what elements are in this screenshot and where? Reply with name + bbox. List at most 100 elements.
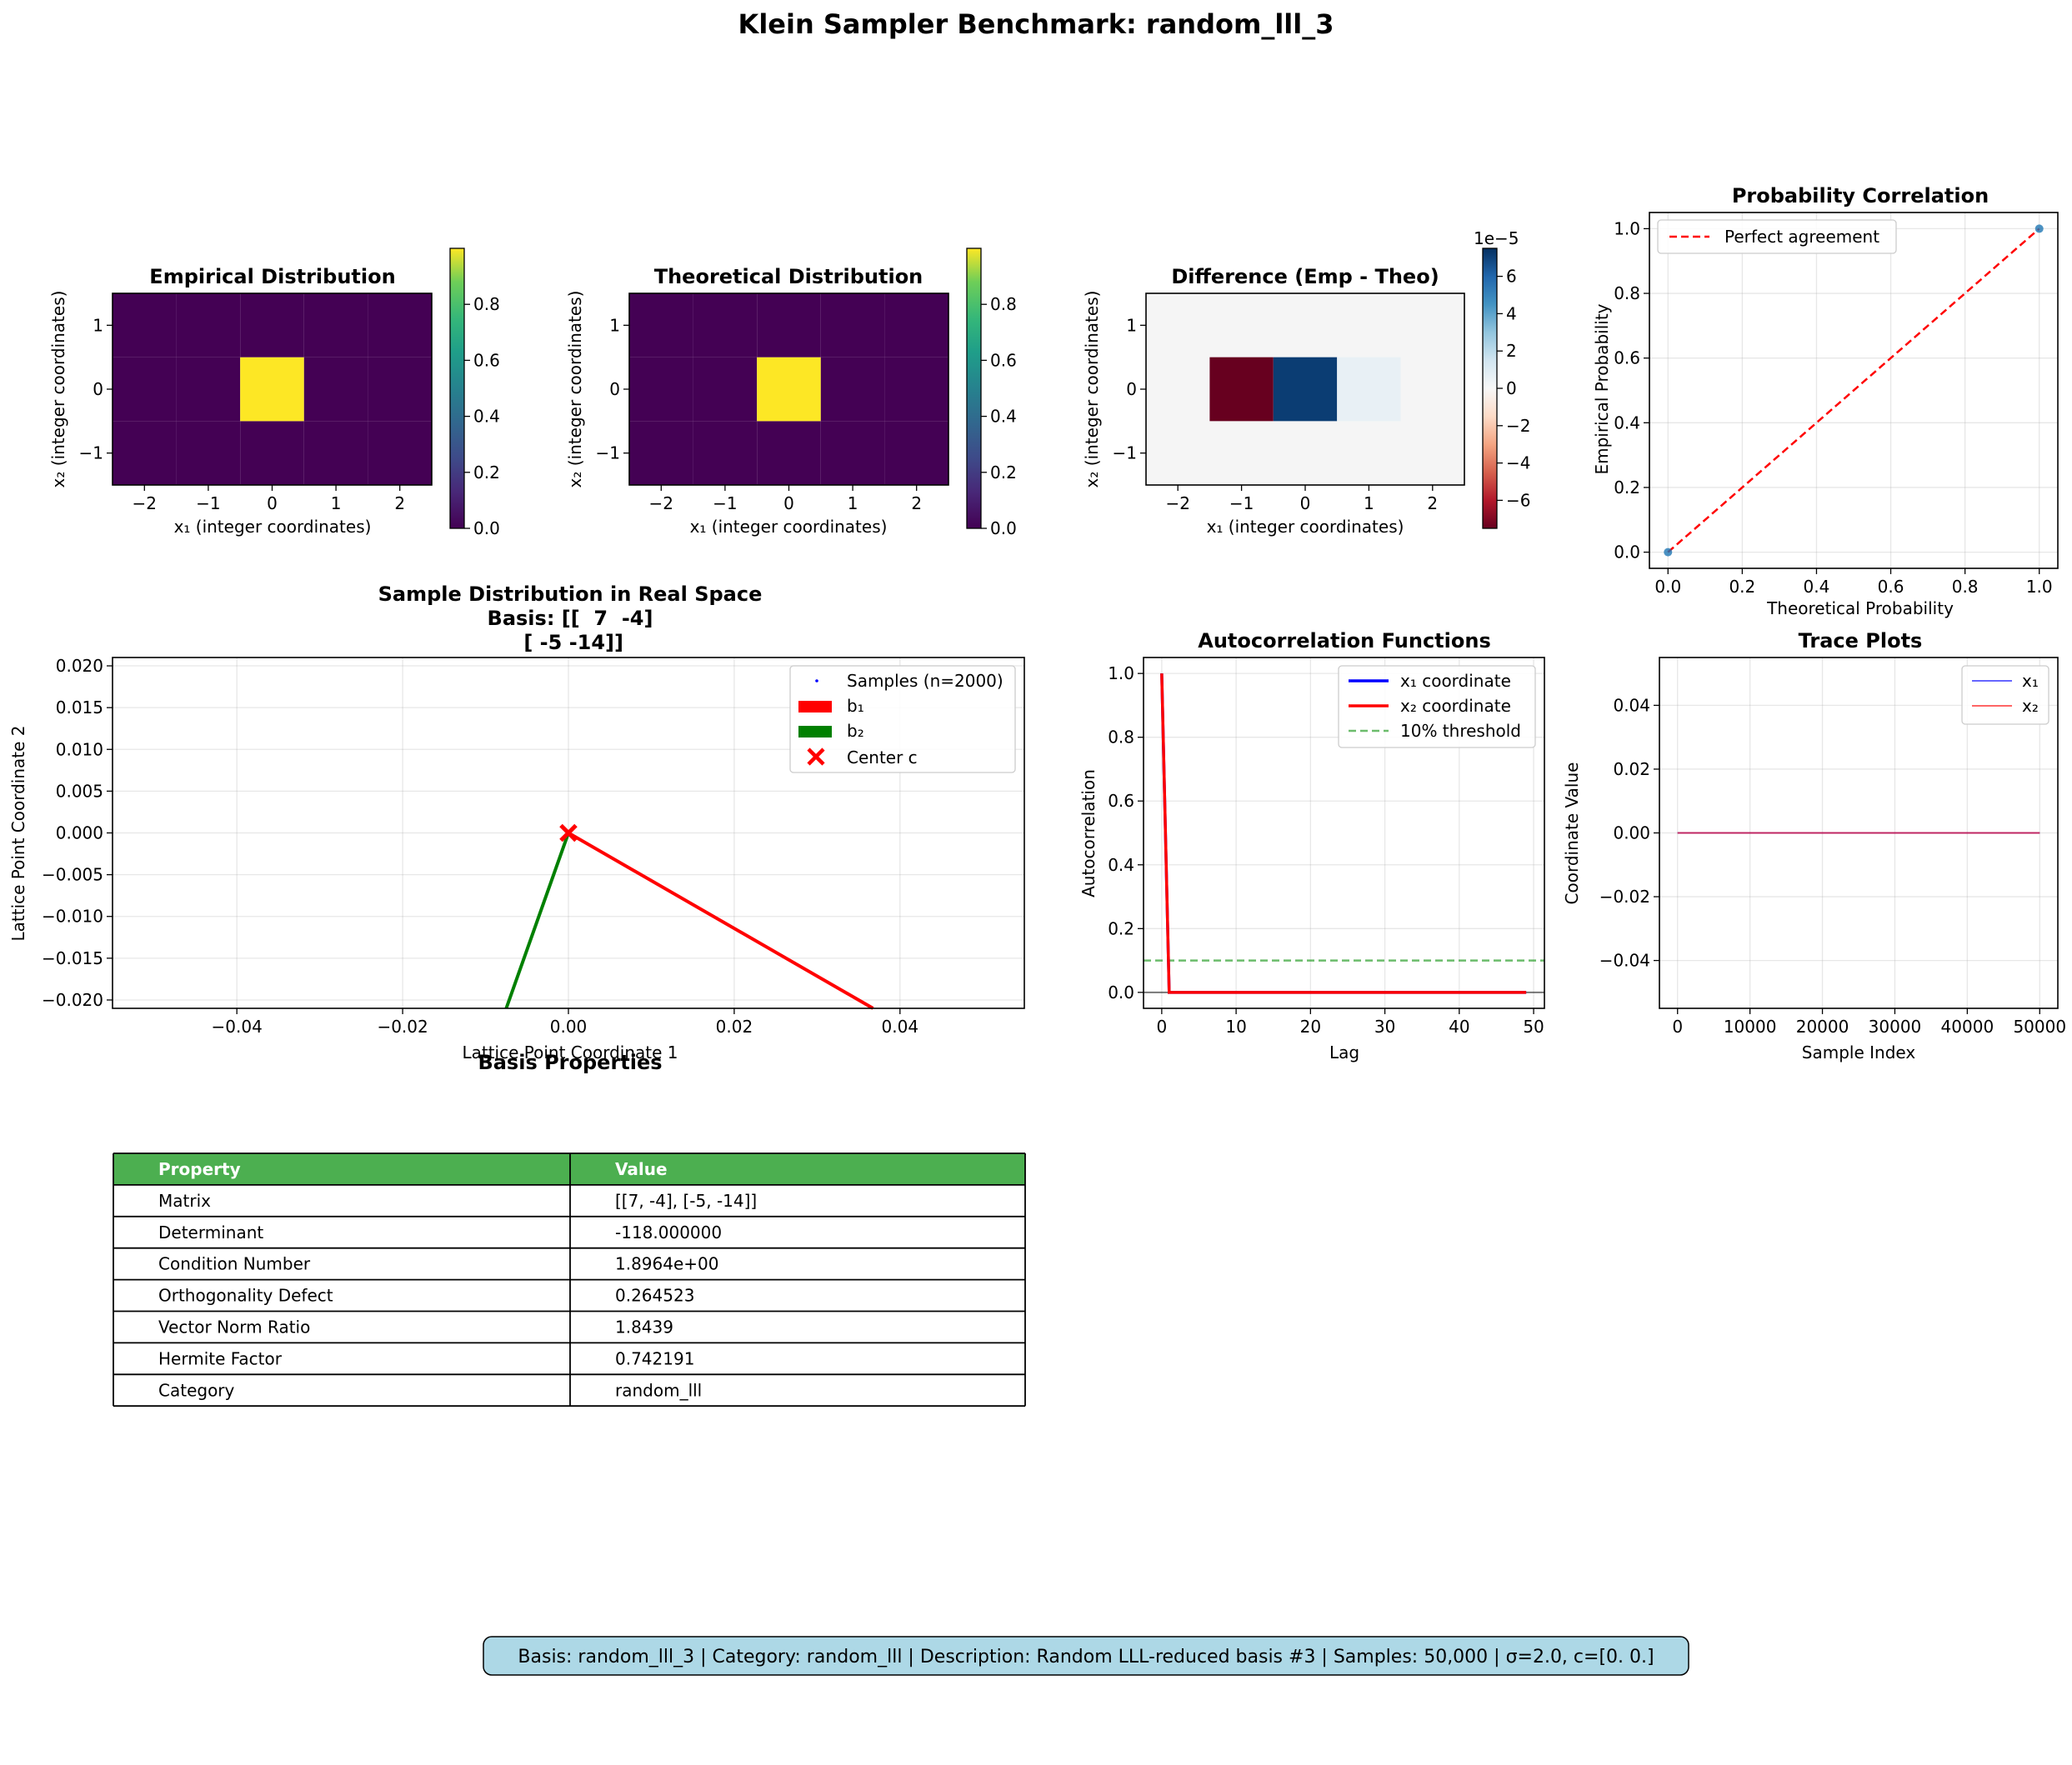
x-tick-label: −0.02	[377, 1017, 428, 1037]
legend-label-samples: Samples (n=2000)	[847, 671, 1003, 691]
colorbar-tick-label: 0.0	[473, 518, 500, 538]
legend-label-x2: x₂ coordinate	[1400, 696, 1511, 716]
basis-vector-b2	[504, 832, 570, 1009]
heatmap-cell	[820, 293, 885, 358]
panel-difference: Difference (Emp - Theo) −2 −1 0 1 2 −1 0 1 x₁ …	[1082, 228, 1530, 537]
legend: x₁ x₂	[1961, 665, 2049, 725]
x-ticks: −2 −1 0 1 2	[649, 485, 922, 513]
axes-frame	[1143, 657, 1545, 1009]
footer-text: Basis: random_lll_3 | Category: random_l…	[518, 1647, 1654, 1668]
colorbar-tick-label: −4	[1506, 453, 1530, 473]
panel-theoretical: Theoretical Distribution −2 −1 0 1 2 −1 0 1 x₁…	[565, 248, 1017, 538]
legend-swatch-center-cross	[807, 748, 825, 766]
panel-trace-plots: Trace Plots 0 10000 20000 30000 40000 50000 −…	[1562, 629, 2066, 1062]
table-cell-property: Orthogonality Defect	[158, 1286, 333, 1306]
y-ticks: −1 0 1	[1113, 315, 1146, 463]
x-tick-label: 10	[1225, 1017, 1246, 1037]
figure-title: Klein Sampler Benchmark: random_lll_3	[738, 8, 1334, 40]
panel-title-basis-line-2: [ -5 -14]]	[517, 631, 623, 654]
heatmap-cells	[629, 293, 948, 485]
colorbar-tick-label: 0.8	[473, 294, 500, 314]
axes-frame	[1649, 212, 2059, 569]
colorbar-tick-label: 6	[1506, 267, 1517, 287]
colorbar-tick-label: 0.2	[473, 462, 500, 482]
legend-swatch-b2	[798, 726, 832, 738]
heatmap-cell	[303, 293, 368, 358]
y-tick-label: 1	[609, 315, 620, 335]
table-grid	[113, 1152, 1026, 1408]
colorbar-tick-label: 0	[1506, 378, 1517, 398]
scatter-point	[2034, 224, 2044, 233]
table-cell-property: Hermite Factor	[158, 1348, 283, 1368]
y-tick-label: 1	[1126, 315, 1137, 335]
heatmap-cell	[820, 357, 885, 422]
x-ticks: −2 −1 0 1 2	[1165, 485, 1438, 513]
legend-box	[789, 665, 1016, 773]
x-tick-label: −2	[133, 493, 157, 513]
panel-real-space: Sample Distribution in Real Space Basis:…	[8, 582, 1025, 1062]
legend-label-center: Center c	[847, 748, 918, 768]
y-tick-label: 0.0	[1108, 982, 1134, 1002]
x-tick-label: 20	[1300, 1017, 1321, 1037]
x-ticks: 0 10000 20000 30000 40000 50000	[1672, 1008, 2066, 1037]
x-tick-label: 30	[1374, 1017, 1395, 1037]
y-tick-label: 0.020	[56, 656, 103, 676]
x-tick-label: 2	[911, 493, 922, 513]
basis-properties-table: Basis Properties Property Value Matrix [[…	[113, 1051, 1026, 1408]
y-tick-label: 0.000	[56, 823, 103, 843]
y-tick-label: 0.00	[1613, 823, 1650, 843]
colorbar-tick-label: 0.0	[990, 518, 1017, 538]
panel-title: Theoretical Distribution	[654, 265, 923, 288]
x-tick-label: 0.4	[1804, 577, 1830, 597]
colorbar-ticks: 0.0 0.2 0.4 0.6 0.8	[981, 294, 1017, 538]
heatmap-cell	[303, 421, 368, 485]
x-axis-label: Sample Index	[1802, 1042, 1916, 1062]
legend-box	[1657, 219, 1897, 254]
y-ticks: 0.0 0.2 0.4 0.6 0.8 1.0	[1614, 218, 1649, 562]
legend-label-x2: x₂	[2022, 696, 2039, 716]
legend-label-perfect-agreement: Perfect agreement	[1724, 227, 1879, 247]
heatmap-cell	[240, 357, 304, 422]
table-cell-value: -118.000000	[615, 1222, 722, 1242]
panel-title: Trace Plots	[1799, 629, 1923, 652]
x-tick-label: 0	[1300, 493, 1311, 513]
x-tick-label: 40	[1449, 1017, 1469, 1037]
y-tick-label: 0.4	[1108, 855, 1134, 875]
heatmap-cell	[757, 421, 821, 485]
y-axis-label: Empirical Probability	[1592, 303, 1612, 474]
heatmap-cells	[1209, 357, 1401, 422]
colorbar	[449, 248, 465, 529]
legend: Perfect agreement	[1657, 219, 1897, 254]
legend-label-x1: x₁ coordinate	[1400, 671, 1511, 691]
colorbar-tick-label: 4	[1506, 303, 1517, 323]
legend: x₁ coordinate x₂ coordinate 10% threshol…	[1338, 665, 1536, 748]
legend-swatch-b1	[798, 701, 832, 712]
legend-label-x1: x₁	[2022, 671, 2039, 691]
table-title: Basis Properties	[478, 1051, 662, 1074]
x-tick-label: 0	[267, 493, 278, 513]
x-tick-label: 2	[394, 493, 405, 513]
y-tick-label: 0.6	[1614, 348, 1640, 368]
colorbar-offset-label: 1e−5	[1474, 228, 1519, 248]
y-tick-label: 0.8	[1108, 728, 1134, 748]
x-ticks: −2 −1 0 1 2	[133, 485, 405, 513]
colorbar-ticks: 0.0 0.2 0.4 0.6 0.8	[464, 294, 500, 538]
y-ticks: −0.020 −0.015 −0.010 −0.005 0.000 0.005 0.010 0…	[42, 656, 113, 1010]
x-axis-label: Lattice Point Coordinate 1	[462, 1042, 678, 1062]
y-tick-label: −0.010	[42, 907, 103, 927]
scatter-point	[1664, 548, 1673, 557]
y-tick-label: 0.4	[1614, 412, 1640, 432]
heatmap-cell	[693, 293, 758, 358]
y-tick-label: −1	[596, 443, 620, 463]
y-tick-label: 0.005	[56, 781, 103, 801]
colorbar-tick-label: 0.8	[990, 294, 1017, 314]
y-ticks: −1 0 1	[79, 315, 113, 463]
heatmap-cell	[757, 293, 821, 358]
plot-layer	[504, 823, 874, 1010]
y-tick-label: 0.010	[56, 739, 103, 759]
y-tick-label: 0.6	[1108, 791, 1134, 811]
colorbar	[1482, 248, 1498, 529]
table-cell-value: 1.8964e+00	[615, 1254, 719, 1274]
panel-title: Sample Distribution in Real Space	[378, 582, 763, 606]
x-tick-label: 1.0	[2026, 577, 2053, 597]
